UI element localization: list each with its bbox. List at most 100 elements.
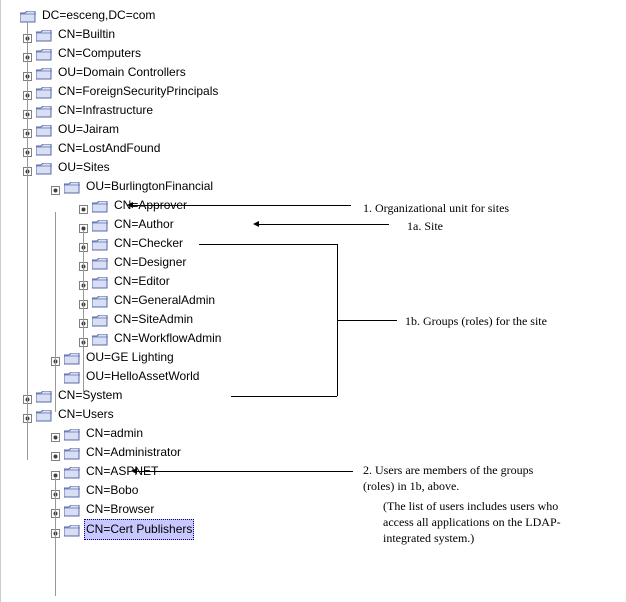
annotation-1b: 1b. Groups (roles) for the site	[405, 313, 547, 329]
tree-node-label[interactable]: CN=GeneralAdmin	[112, 291, 217, 310]
annotation-1: 1. Organizational unit for sites	[363, 200, 509, 216]
tree-node[interactable]: OU=Sites	[7, 158, 223, 177]
tree-node[interactable]: CN=Users	[7, 405, 223, 424]
tree-node-label[interactable]: OU=Domain Controllers	[56, 63, 188, 82]
tree-node[interactable]: OU=Domain Controllers	[7, 63, 223, 82]
tree-node[interactable]: OU=HelloAssetWorld	[7, 367, 223, 386]
tree-node[interactable]: CN=Browser	[7, 500, 223, 519]
folder-icon	[36, 409, 52, 421]
folder-icon	[64, 352, 80, 364]
folder-icon	[36, 105, 52, 117]
folder-icon	[92, 276, 108, 288]
tree-node-label[interactable]: CN=Builtin	[56, 25, 117, 44]
callout-arrow	[131, 468, 137, 474]
tree-node-label[interactable]: OU=BurlingtonFinancial	[84, 177, 215, 196]
tree-node-label[interactable]: CN=Author	[112, 215, 176, 234]
folder-icon	[64, 428, 80, 440]
tree-node[interactable]: OU=BurlingtonFinancial	[7, 177, 223, 196]
tree-node[interactable]: CN=System	[7, 386, 223, 405]
tree-node[interactable]: CN=Administrator	[7, 443, 223, 462]
tree-node[interactable]: CN=ForeignSecurityPrincipals	[7, 82, 223, 101]
folder-icon	[92, 314, 108, 326]
ldap-tree-diagram: DC=esceng,DC=comCN=BuiltinCN=ComputersOU…	[0, 0, 626, 602]
callout-arrow	[127, 202, 133, 208]
tree-node[interactable]: CN=Author	[7, 215, 223, 234]
tree-node-label[interactable]: CN=System	[56, 386, 124, 405]
tree-node-label[interactable]: CN=admin	[84, 424, 145, 443]
tree-connector	[83, 231, 84, 393]
tree-node-label[interactable]: OU=GE Lighting	[84, 348, 176, 367]
tree-connector	[55, 212, 56, 412]
tree-node-label[interactable]: CN=Checker	[112, 234, 185, 253]
tree-node-label[interactable]: CN=Bobo	[84, 481, 140, 500]
tree-node[interactable]: CN=Editor	[7, 272, 223, 291]
folder-icon	[92, 257, 108, 269]
tree-node[interactable]: CN=Builtin	[7, 25, 223, 44]
folder-icon	[64, 447, 80, 459]
tree-node-label[interactable]: CN=Infrastructure	[56, 101, 155, 120]
expand-icon[interactable]	[79, 220, 88, 229]
annotation-1a: 1a. Site	[407, 218, 443, 234]
tree-node[interactable]: CN=GeneralAdmin	[7, 291, 223, 310]
expand-icon[interactable]	[51, 429, 60, 438]
folder-icon	[36, 48, 52, 60]
tree-node-label[interactable]: CN=ForeignSecurityPrincipals	[56, 82, 220, 101]
tree-node[interactable]: CN=Designer	[7, 253, 223, 272]
tree-node-label[interactable]: CN=Users	[56, 405, 116, 424]
callout-line	[259, 224, 389, 225]
bracket-hline	[231, 396, 337, 397]
tree-node[interactable]: OU=GE Lighting	[7, 348, 223, 367]
tree-node-label[interactable]: CN=Cert Publishers	[84, 519, 194, 540]
folder-icon	[92, 333, 108, 345]
tree-node-label[interactable]: CN=Browser	[84, 500, 156, 519]
tree-node[interactable]: CN=SiteAdmin	[7, 310, 223, 329]
folder-icon	[92, 295, 108, 307]
folder-icon	[36, 390, 52, 402]
tree-node[interactable]: CN=WorkflowAdmin	[7, 329, 223, 348]
tree-node-label[interactable]: CN=Editor	[112, 272, 172, 291]
tree-node[interactable]: CN=Bobo	[7, 481, 223, 500]
folder-icon	[36, 29, 52, 41]
tree-node-label[interactable]: DC=esceng,DC=com	[40, 6, 157, 25]
tree-connector	[55, 478, 56, 596]
bracket-hline	[199, 244, 337, 245]
bracket-tick	[337, 320, 397, 321]
tree-node-label[interactable]: CN=Computers	[56, 44, 143, 63]
folder-icon	[20, 10, 36, 22]
tree-node-label[interactable]: CN=Administrator	[84, 443, 183, 462]
folder-icon	[36, 162, 52, 174]
annotation-2b: (The list of users includes users who ac…	[383, 498, 563, 546]
folder-icon	[92, 238, 108, 250]
tree-node-label[interactable]: CN=WorkflowAdmin	[112, 329, 223, 348]
folder-icon	[36, 86, 52, 98]
folder-icon	[64, 466, 80, 478]
tree-connector	[27, 22, 28, 460]
callout-arrow	[253, 221, 259, 227]
folder-icon	[64, 485, 80, 497]
tree-node[interactable]: CN=LostAndFound	[7, 139, 223, 158]
tree-node[interactable]: OU=Jairam	[7, 120, 223, 139]
annotation-2: 2. Users are members of the groups (role…	[363, 462, 563, 494]
expand-icon[interactable]	[79, 201, 88, 210]
tree-node[interactable]: CN=Infrastructure	[7, 101, 223, 120]
tree-node[interactable]: CN=admin	[7, 424, 223, 443]
tree-node-label[interactable]: OU=Sites	[56, 158, 112, 177]
ldap-tree: DC=esceng,DC=comCN=BuiltinCN=ComputersOU…	[7, 6, 223, 538]
expand-icon[interactable]	[51, 467, 60, 476]
tree-node-label[interactable]: CN=Designer	[112, 253, 188, 272]
folder-icon	[64, 504, 80, 516]
tree-node-label[interactable]: CN=SiteAdmin	[112, 310, 195, 329]
folder-icon	[64, 181, 80, 193]
tree-node-label[interactable]: CN=LostAndFound	[56, 139, 162, 158]
callout-line	[137, 471, 353, 472]
tree-node[interactable]: CN=Computers	[7, 44, 223, 63]
folder-icon	[36, 124, 52, 136]
collapse-icon[interactable]	[51, 182, 60, 191]
tree-node-label[interactable]: OU=Jairam	[56, 120, 121, 139]
tree-node-label[interactable]: OU=HelloAssetWorld	[84, 367, 201, 386]
tree-node[interactable]: CN=Checker	[7, 234, 223, 253]
expand-icon[interactable]	[51, 448, 60, 457]
folder-icon	[64, 524, 80, 536]
tree-node[interactable]: DC=esceng,DC=com	[7, 6, 223, 25]
tree-node[interactable]: CN=Cert Publishers	[7, 519, 223, 538]
